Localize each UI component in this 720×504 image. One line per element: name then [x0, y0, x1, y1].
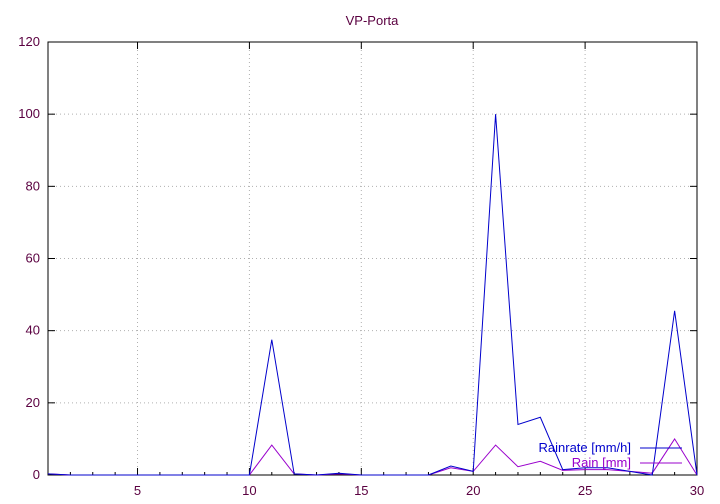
series-line-rainrate: [47, 114, 698, 476]
y-tick-label: 20: [26, 395, 40, 410]
legend-label-rain: Rain [mm]: [572, 455, 631, 470]
y-tick-label: 60: [26, 251, 40, 266]
x-tick-label: 15: [354, 483, 368, 498]
y-tick-label: 120: [18, 34, 40, 49]
y-tick-label: 0: [33, 467, 40, 482]
grid-layer: [48, 42, 697, 475]
chart-title: VP-Porta: [346, 13, 400, 28]
legend: Rainrate [mm/h] Rain [mm]: [539, 440, 682, 470]
x-tick-label: 20: [466, 483, 480, 498]
y-tick-label: 100: [18, 106, 40, 121]
series-layer: [47, 114, 698, 476]
x-tick-label: 5: [134, 483, 141, 498]
y-tick-label: 80: [26, 178, 40, 193]
y-tick-label: 40: [26, 323, 40, 338]
x-tick-label: 25: [578, 483, 592, 498]
legend-label-rainrate: Rainrate [mm/h]: [539, 440, 631, 455]
x-tick-label: 10: [242, 483, 256, 498]
axes-layer: 0 20 40 60 80 100 120 5 10 15 20 25 30: [18, 34, 704, 498]
x-tick-label: 30: [690, 483, 704, 498]
